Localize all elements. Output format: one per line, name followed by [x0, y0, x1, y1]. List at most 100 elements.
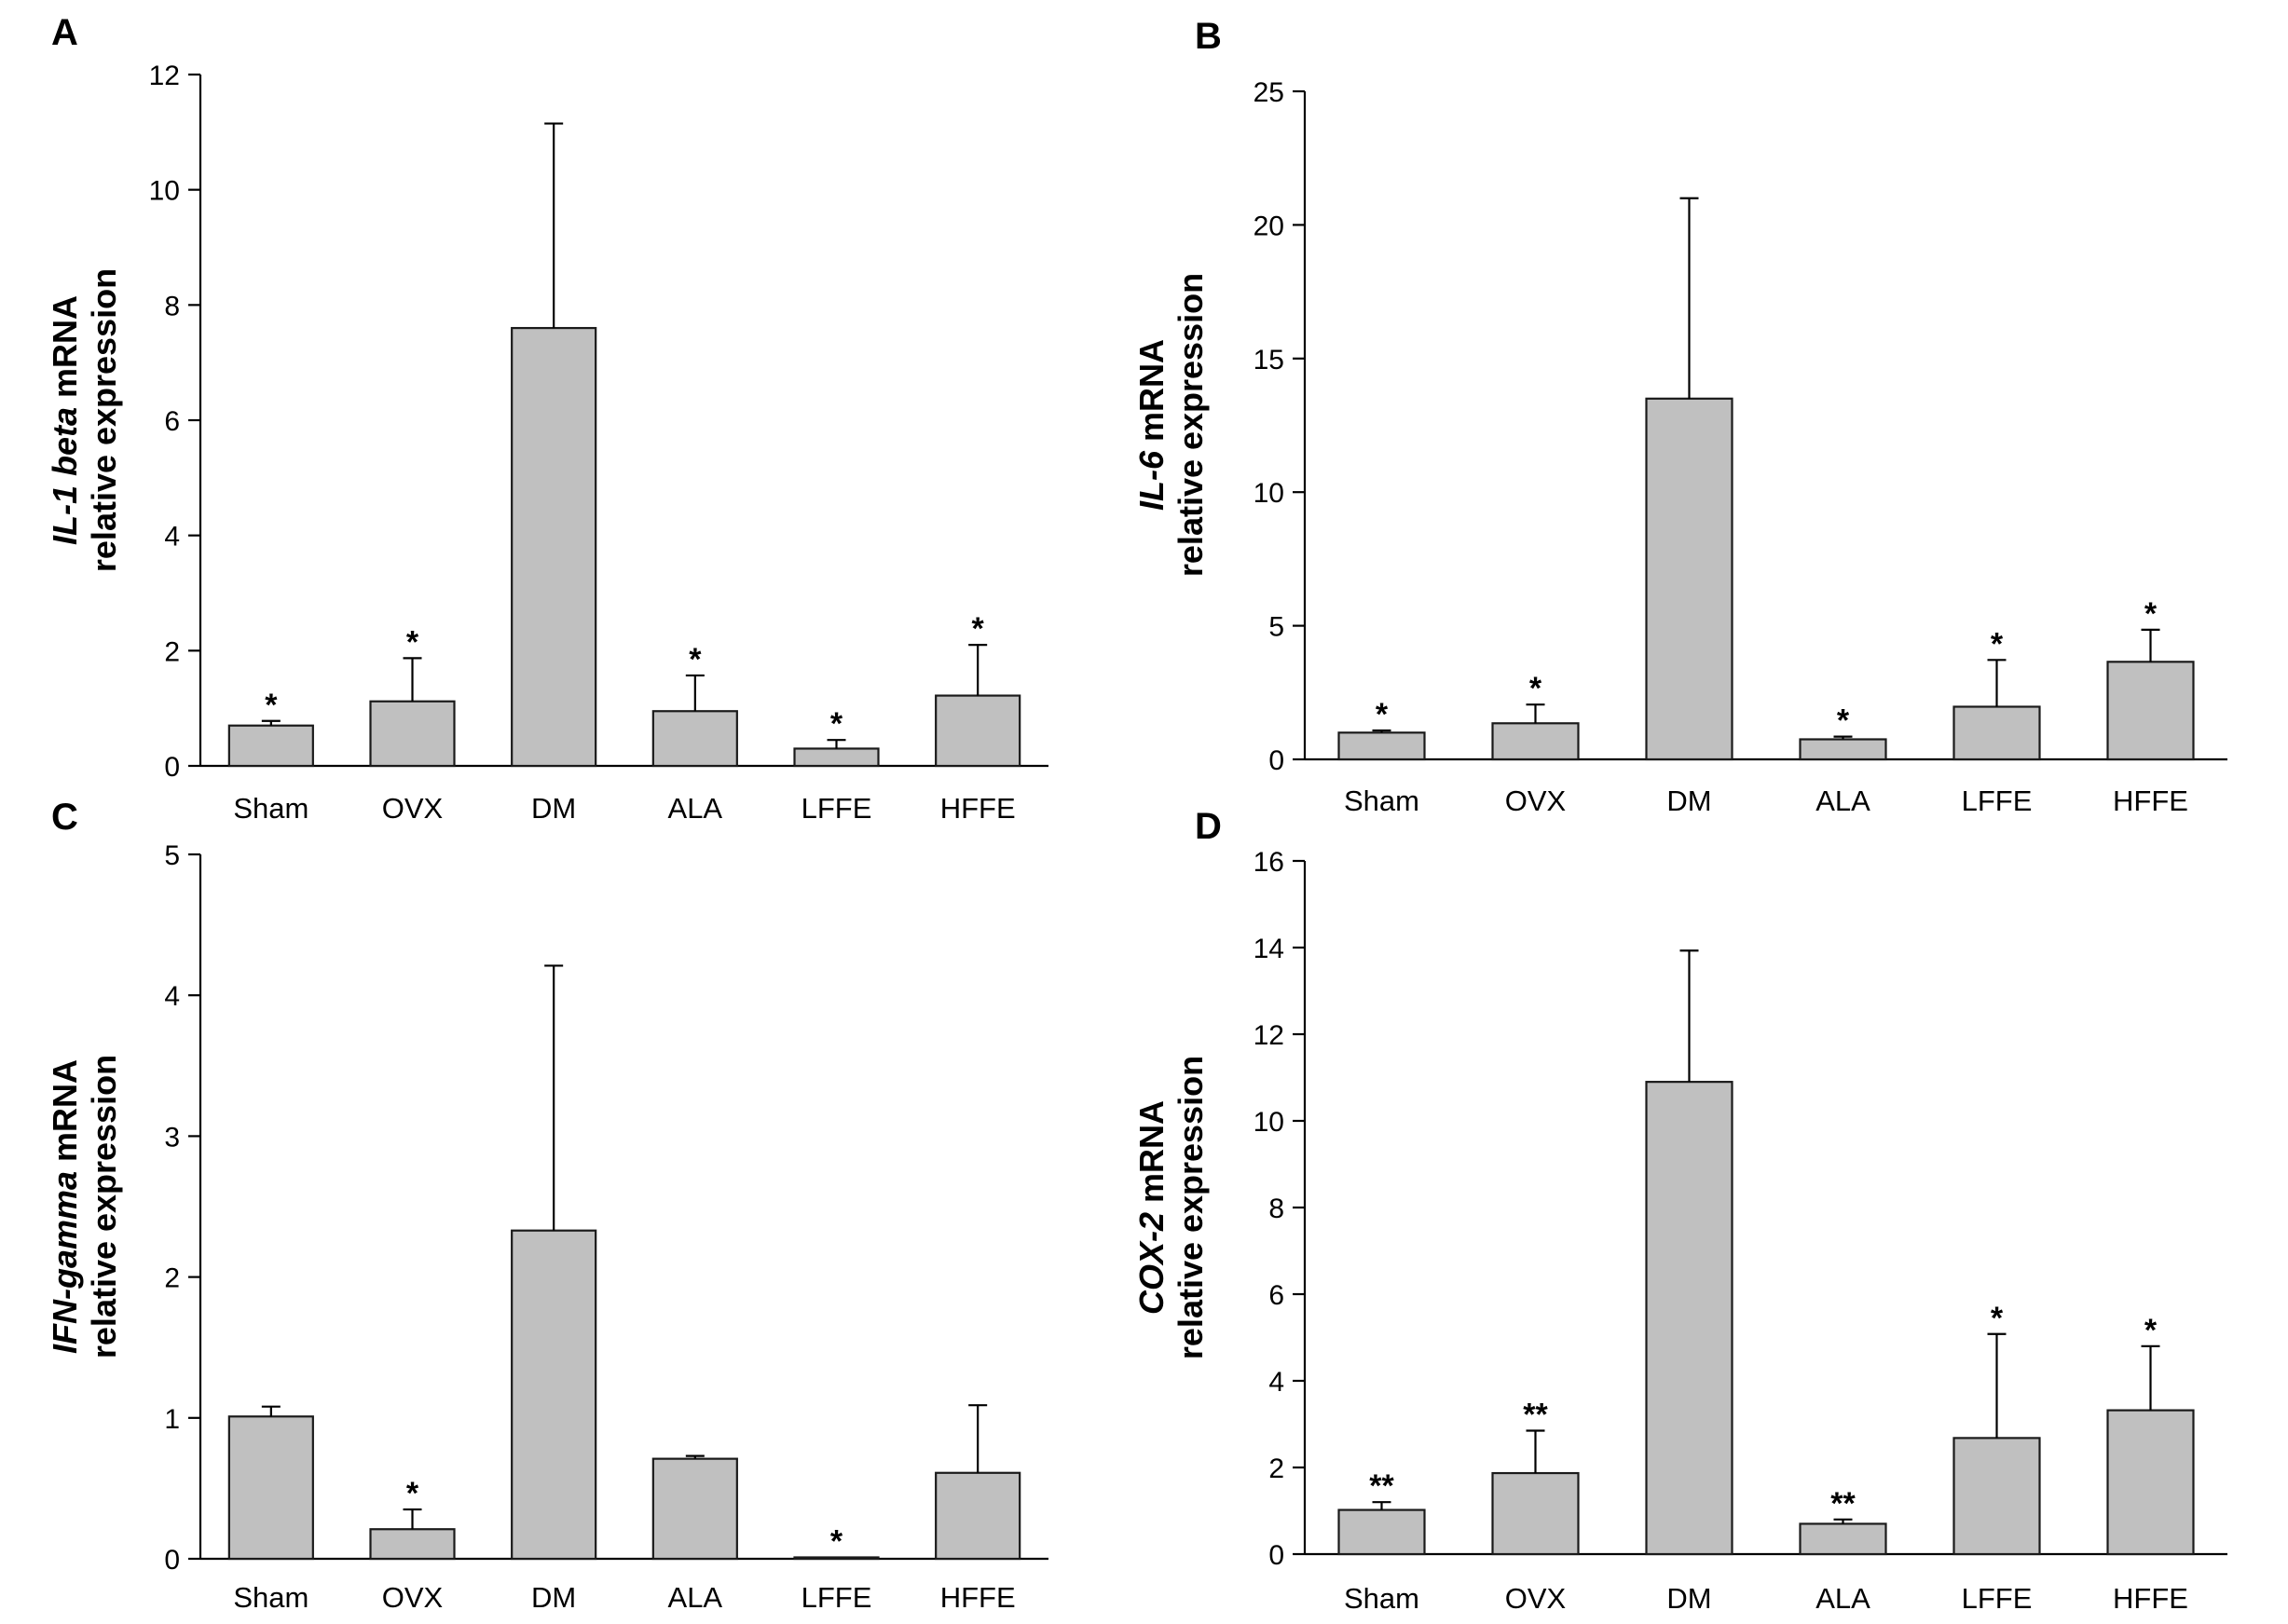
significance-mark-ovx: * [406, 624, 419, 660]
bar-dm [1645, 1081, 1733, 1556]
y-axis-label-gene: IL-1 beta [46, 407, 84, 545]
x-category-label: LFFE [801, 1581, 872, 1614]
y-tick-label: 4 [164, 981, 180, 1012]
y-axis-label-suffix: mRNA [1132, 339, 1171, 451]
y-tick-label: 15 [1254, 345, 1284, 375]
panel-letter-c: C [51, 797, 78, 838]
bar-dm [511, 326, 597, 768]
y-tick-label: 14 [1254, 934, 1284, 964]
y-tick-label: 0 [164, 1545, 180, 1576]
significance-mark-lffe: * [1991, 626, 2004, 662]
bar-lffe [1952, 1437, 2041, 1556]
bar-sham [1337, 731, 1426, 761]
x-category-label: ALA [668, 1581, 723, 1614]
y-tick-label: 2 [164, 636, 180, 667]
bar-lffe [1952, 705, 2041, 761]
x-category-label: HFFE [940, 1581, 1016, 1614]
significance-mark-hffe: * [2144, 1313, 2158, 1348]
bar-ala [1799, 1522, 1887, 1556]
y-tick-label: 4 [1268, 1367, 1284, 1398]
y-tick-label: 10 [149, 176, 180, 207]
significance-mark-hffe: * [972, 611, 985, 647]
y-axis-label-line2: relative expression [1171, 273, 1210, 577]
x-category-label: Sham [233, 1581, 308, 1614]
significance-mark-hffe: * [2144, 596, 2158, 632]
x-category-label: Sham [1344, 1582, 1419, 1615]
significance-mark-ala: * [689, 642, 702, 677]
significance-mark-lffe: * [830, 706, 843, 742]
y-tick-label: 6 [164, 406, 180, 437]
chart-panel-b: B IL-6 mRNArelative expression 0 5 10 15 20 25 *… [1132, 16, 2227, 817]
bar-sham [1337, 1508, 1426, 1556]
y-axis-label-line1: COX-2 mRNA [1132, 1100, 1171, 1315]
y-tick-label: 0 [164, 752, 180, 783]
x-category-label: ALA [1815, 1582, 1870, 1615]
y-axis-label-suffix: mRNA [1132, 1100, 1171, 1212]
y-tick-label: 8 [1268, 1194, 1284, 1224]
y-tick-label: 16 [1254, 847, 1284, 878]
y-axis-label-suffix: mRNA [46, 1059, 84, 1171]
y-tick-label: 4 [164, 522, 180, 553]
y-tick-label: 12 [149, 61, 180, 91]
y-tick-label: 20 [1254, 211, 1284, 241]
x-category-label: DM [531, 792, 576, 825]
chart-panel-d: D COX-2 mRNArelative expression 0 2 4 6 8 10 12 1… [1132, 806, 2227, 1615]
significance-mark-sham: * [1376, 697, 1389, 732]
y-tick-label: 10 [1254, 1107, 1284, 1138]
bar-ovx [369, 700, 456, 768]
significance-mark-ala: * [1837, 703, 1850, 739]
y-tick-label: 5 [164, 840, 180, 871]
y-tick-label: 10 [1254, 478, 1284, 509]
x-category-label: HFFE [940, 792, 1016, 825]
bar-sham [227, 724, 314, 768]
x-category-label: OVX [382, 1581, 444, 1614]
significance-mark-ala: ** [1830, 1486, 1856, 1522]
y-tick-label: 12 [1254, 1020, 1284, 1051]
x-category-label: HFFE [2113, 785, 2188, 817]
y-axis-label-gene: IL-6 [1132, 450, 1171, 511]
significance-mark-lffe: * [1991, 1301, 2004, 1336]
y-axis-label-line1: IFN-gamma mRNA [46, 1059, 84, 1354]
y-axis-label: IFN-gamma mRNArelative expression [46, 1055, 123, 1358]
bar-hffe [2106, 1409, 2195, 1556]
bar-ovx [369, 1528, 456, 1561]
significance-mark-ovx: ** [1523, 1397, 1548, 1432]
y-tick-label: 2 [164, 1263, 180, 1294]
x-category-label: HFFE [2113, 1582, 2188, 1615]
bar-lffe [793, 1556, 880, 1561]
y-axis-label: IL-1 beta mRNArelative expression [46, 268, 123, 572]
x-category-label: OVX [1505, 785, 1567, 817]
x-category-label: Sham [1344, 785, 1419, 817]
x-category-label: DM [1666, 1582, 1711, 1615]
bar-sham [227, 1415, 314, 1561]
significance-mark-ovx: * [1529, 671, 1542, 706]
bar-hffe [2106, 661, 2195, 761]
y-tick-label: 25 [1254, 77, 1284, 108]
bar-ala [651, 1457, 738, 1561]
x-category-label: DM [531, 1581, 576, 1614]
x-category-label: DM [1666, 785, 1711, 817]
bar-ovx [1491, 722, 1580, 761]
x-category-label: OVX [382, 792, 444, 825]
y-axis-label-line2: relative expression [85, 1055, 123, 1358]
chart-panel-c: C IFN-gamma mRNArelative expression 0 1 2 3 4 5… [46, 797, 1048, 1614]
x-category-label: ALA [1815, 785, 1870, 817]
bar-ala [651, 710, 738, 768]
y-tick-label: 0 [1268, 1540, 1284, 1571]
y-axis-label: IL-6 mRNArelative expression [1132, 273, 1210, 577]
y-axis-label-line1: IL-1 beta mRNA [46, 295, 84, 545]
y-tick-label: 3 [164, 1122, 180, 1153]
significance-mark-ovx: * [406, 1476, 419, 1511]
x-category-label: LFFE [1962, 785, 2033, 817]
y-axis-label-gene: IFN-gamma [46, 1171, 84, 1354]
bar-dm [1645, 397, 1733, 761]
x-category-label: LFFE [1962, 1582, 2033, 1615]
bar-lffe [793, 747, 880, 768]
bar-hffe [935, 1471, 1021, 1561]
significance-mark-lffe: * [830, 1523, 843, 1559]
panel-letter-d: D [1195, 806, 1222, 847]
y-tick-label: 5 [1268, 612, 1284, 643]
panel-letter-b: B [1195, 16, 1222, 57]
x-category-label: LFFE [801, 792, 872, 825]
